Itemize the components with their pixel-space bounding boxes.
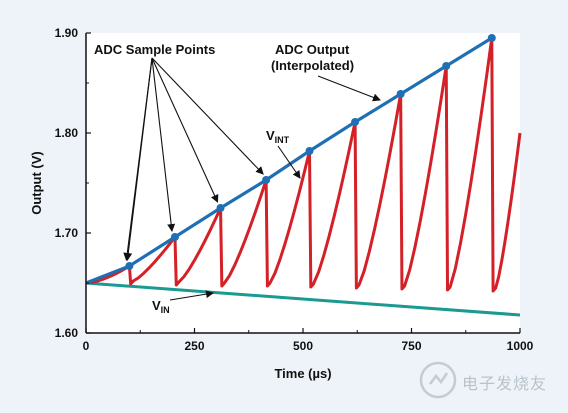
x-tick-label-0: 0 <box>83 339 90 353</box>
arrow-sample-point-3 <box>151 57 219 203</box>
y-tick-label-1.60: 1.60 <box>55 326 79 340</box>
arrow-adc-output <box>317 75 381 102</box>
series-adc-output-line <box>85 36 493 285</box>
x-tick-label-1000: 1000 <box>507 339 534 353</box>
annotation-vint: VINT <box>266 128 290 145</box>
adc-sample-point-7 <box>396 90 405 98</box>
adc-sample-point-4 <box>262 176 271 184</box>
electronic-fan-logo-icon <box>419 361 457 399</box>
annotation-vint-sub: INT <box>275 135 290 145</box>
arrow-vin <box>169 290 214 301</box>
arrow-vint <box>277 145 301 179</box>
adc-sample-point-1 <box>125 262 134 270</box>
series-vin-line <box>85 281 521 317</box>
arrow-sample-point-4 <box>151 57 264 175</box>
series-vint-line <box>85 36 522 293</box>
y-tick-label-1.90: 1.90 <box>55 26 79 40</box>
adc-sample-point-9 <box>487 34 496 42</box>
x-tick-label-750: 750 <box>401 339 421 353</box>
y-axis-label: Output (V) <box>29 151 44 215</box>
x-tick-label-250: 250 <box>184 339 204 353</box>
adc-sample-point-6 <box>351 118 360 126</box>
watermark-text: 电子发烧友 <box>462 374 548 393</box>
adc-sample-point-2 <box>170 233 179 241</box>
annotation-vin-main: V <box>152 298 161 313</box>
x-axis-label: Time (µs) <box>274 366 331 381</box>
adc-sample-point-3 <box>216 204 225 212</box>
adc-sample-point-8 <box>442 62 451 70</box>
annotation-adc-output-line2: (Interpolated) <box>271 58 354 73</box>
annotation-adc-output-line1: ADC Output <box>275 42 350 57</box>
annotation-vin: VIN <box>152 298 170 315</box>
watermark: 电子发烧友 <box>418 358 558 404</box>
x-tick-label-500: 500 <box>293 339 313 353</box>
annotation-vint-main: V <box>266 128 275 143</box>
annotation-adc-sample-points: ADC Sample Points <box>94 42 215 57</box>
y-tick-label-1.70: 1.70 <box>55 226 79 240</box>
y-tick-label-1.80: 1.80 <box>55 126 79 140</box>
arrow-sample-point-2 <box>151 57 176 232</box>
annotation-vin-sub: IN <box>161 305 170 315</box>
arrow-sample-point-0 <box>124 57 153 261</box>
adc-sample-point-5 <box>305 147 314 155</box>
